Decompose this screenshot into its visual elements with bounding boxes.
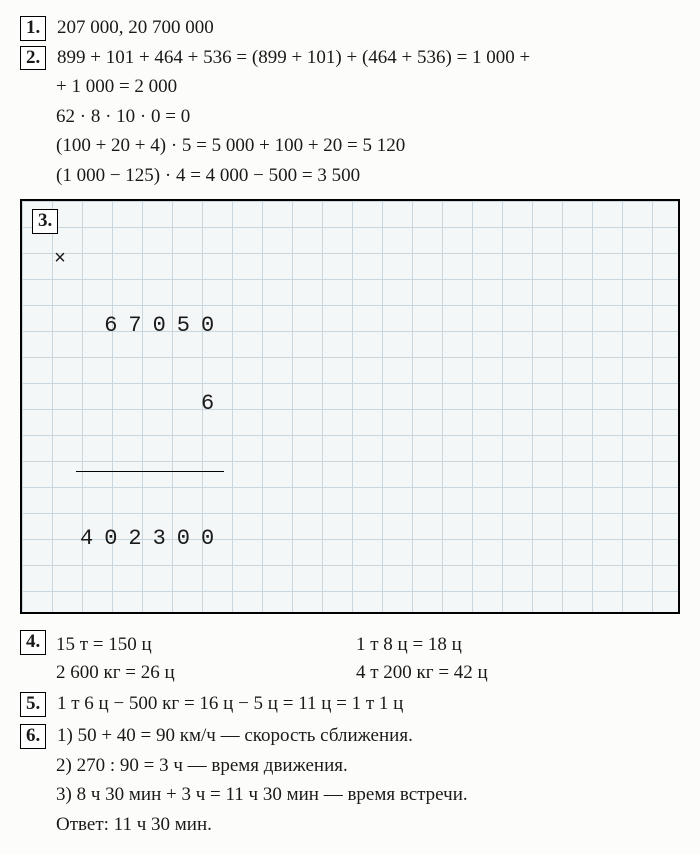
conv-line: 1 т 8 ц = 18 ц xyxy=(356,631,680,659)
problem-6-line: 2) 270 : 90 = 3 ч — время движения. xyxy=(20,752,680,780)
problem-6: 6. 1) 50 + 40 = 90 км/ч — скорость сближ… xyxy=(20,722,680,750)
problem-2-line: 62 · 8 · 10 · 0 = 0 xyxy=(20,103,680,131)
problem-number: 5. xyxy=(20,692,46,717)
problem-number: 1. xyxy=(20,16,46,41)
problem-2-line: (1 000 − 125) · 4 = 4 000 − 500 = 3 500 xyxy=(20,162,680,190)
problem-text: 1 т 6 ц − 500 кг = 16 ц − 5 ц = 11 ц = 1… xyxy=(57,693,403,714)
rule-line xyxy=(76,471,224,472)
problem-number: 6. xyxy=(20,724,46,749)
problem-2: 2. 899 + 101 + 464 + 536 = (899 + 101) +… xyxy=(20,44,680,72)
multiplier: 6 xyxy=(80,391,668,417)
long-multiplication: × 67050 6 402300 xyxy=(80,235,668,604)
problem-number: 2. xyxy=(20,46,46,71)
problem-2-line: + 1 000 = 2 000 xyxy=(20,73,680,101)
problem-4-columns: 15 т = 150 ц 2 600 кг = 26 ц 1 т 8 ц = 1… xyxy=(20,631,680,686)
problem-3-grid: 3. × 67050 6 402300 xyxy=(20,199,680,614)
problem-5: 5. 1 т 6 ц − 500 кг = 16 ц − 5 ц = 11 ц … xyxy=(20,690,680,718)
problem-text: 207 000, 20 700 000 xyxy=(57,17,214,38)
problem-6-answer: Ответ: 11 ч 30 мин. xyxy=(20,811,680,839)
product: 402300 xyxy=(80,526,668,552)
problem-1: 1. 207 000, 20 700 000 xyxy=(20,14,680,42)
multiplicand: 67050 xyxy=(80,313,668,339)
problem-text: 1) 50 + 40 = 90 км/ч — скорость сближени… xyxy=(57,725,413,746)
conv-line: 4 т 200 кг = 42 ц xyxy=(356,659,680,687)
problem-2-line: (100 + 20 + 4) · 5 = 5 000 + 100 + 20 = … xyxy=(20,132,680,160)
conv-line: 15 т = 150 ц xyxy=(56,631,356,659)
times-sign: × xyxy=(54,247,66,273)
problem-6-line: 3) 8 ч 30 мин + 3 ч = 11 ч 30 мин — врем… xyxy=(20,781,680,809)
problem-number: 3. xyxy=(32,209,58,234)
conv-line: 2 600 кг = 26 ц xyxy=(56,659,356,687)
problem-text: 899 + 101 + 464 + 536 = (899 + 101) + (4… xyxy=(57,47,530,68)
